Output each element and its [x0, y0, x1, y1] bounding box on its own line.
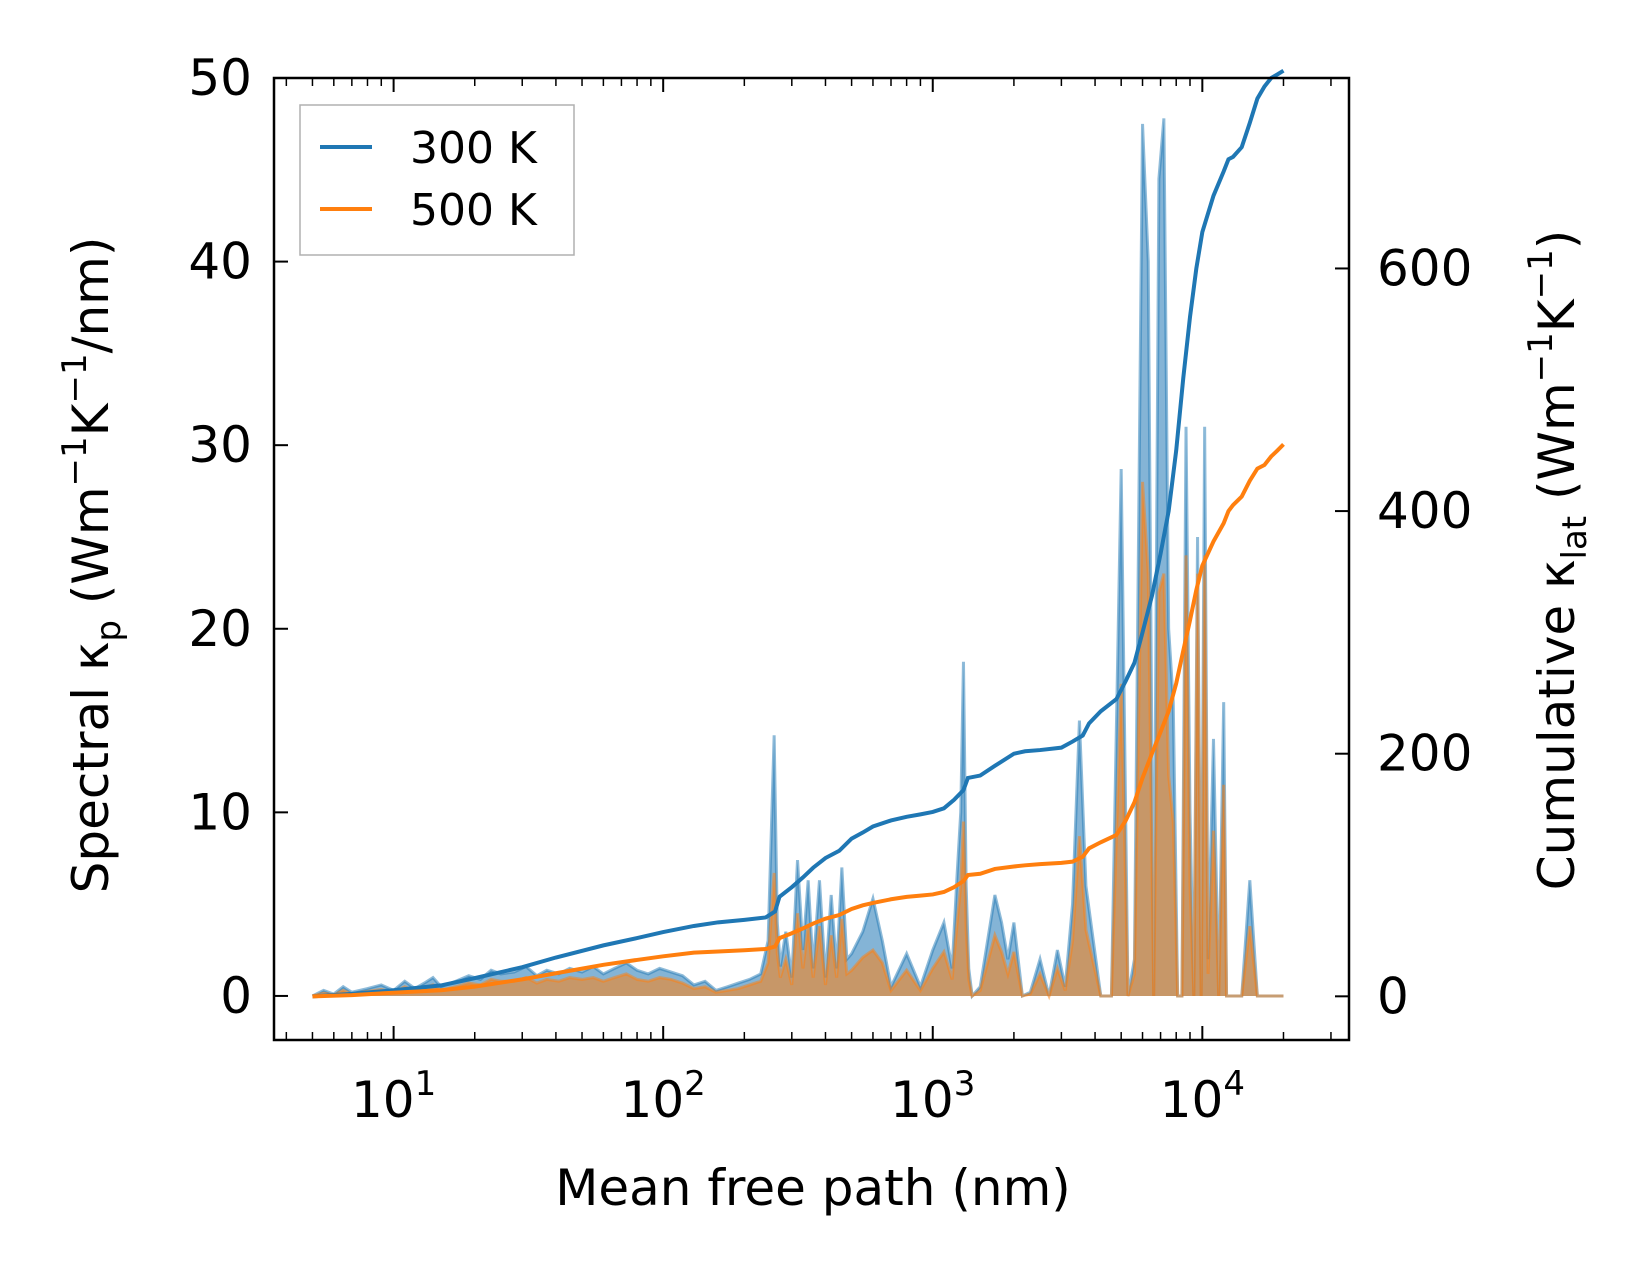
axes: 0 10 20 30 40 50 0 200 400 600 101 102 103 104	[188, 49, 1472, 1129]
left-y-axis-label: Spectral κp (Wm−1K−1/nm)	[55, 237, 129, 894]
x-tick-label: 102	[621, 1064, 706, 1129]
left-tick-label: 50	[188, 49, 252, 107]
right-tick-label: 400	[1377, 482, 1472, 540]
right-tick-label: 0	[1377, 967, 1409, 1025]
x-tick-label: 103	[890, 1064, 975, 1129]
legend-frame	[299, 104, 575, 256]
spectral-line-500k	[312, 481, 1284, 1001]
legend: 300 K 500 K	[299, 104, 575, 256]
x-tick-label: 104	[1160, 1064, 1245, 1129]
cumulative-line-300k	[312, 69, 1285, 999]
plot-frame	[272, 76, 1351, 1042]
plot-area	[311, 69, 1285, 1001]
right-tick-label: 200	[1377, 725, 1472, 783]
left-tick-label: 40	[188, 233, 252, 291]
left-tick-label: 30	[188, 416, 252, 474]
left-tick-label: 0	[220, 967, 252, 1025]
legend-label-300k: 300 K	[410, 123, 538, 174]
x-tick-label: 101	[351, 1064, 436, 1129]
right-y-axis-label: Cumulative κlat (Wm−1K−1)	[1521, 230, 1595, 890]
cumulative-line-500k	[312, 442, 1285, 999]
left-tick-label: 20	[188, 600, 252, 658]
legend-label-500k: 500 K	[410, 185, 538, 236]
right-tick-label: 600	[1377, 239, 1472, 297]
x-axis-label: Mean free path (nm)	[555, 1159, 1071, 1217]
spectral-area-500k	[312, 481, 1284, 996]
left-tick-label: 10	[188, 783, 252, 841]
